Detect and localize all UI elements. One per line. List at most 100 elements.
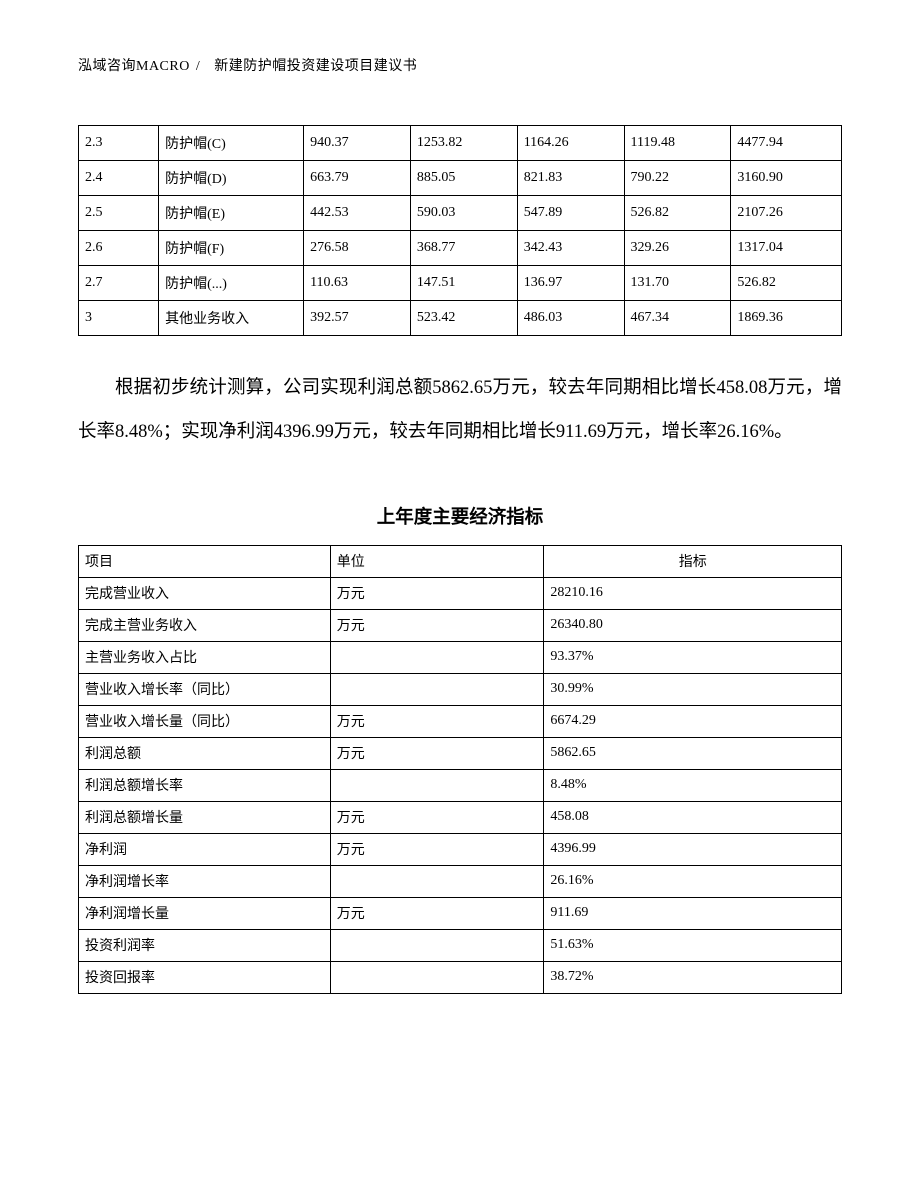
cell (330, 929, 544, 961)
table-row: 2.3 防护帽(C) 940.37 1253.82 1164.26 1119.4… (79, 126, 842, 161)
section-title: 上年度主要经济指标 (78, 503, 842, 529)
cell: 5862.65 (544, 737, 842, 769)
cell: 523.42 (410, 301, 517, 336)
cell: 利润总额增长量 (79, 801, 331, 833)
cell: 投资利润率 (79, 929, 331, 961)
cell: 136.97 (517, 266, 624, 301)
cell: 万元 (330, 609, 544, 641)
cell: 8.48% (544, 769, 842, 801)
cell: 26.16% (544, 865, 842, 897)
header-separator: / (196, 59, 200, 74)
table1-body: 2.3 防护帽(C) 940.37 1253.82 1164.26 1119.4… (79, 126, 842, 336)
header-title: 新建防护帽投资建设项目建议书 (214, 59, 417, 74)
cell: 营业收入增长率（同比） (79, 673, 331, 705)
economic-indicators-table: 项目 单位 指标 完成营业收入 万元 28210.16 完成主营业务收入 万元 … (78, 545, 842, 994)
cell: 663.79 (304, 161, 411, 196)
cell: 主营业务收入占比 (79, 641, 331, 673)
table-row: 利润总额增长量 万元 458.08 (79, 801, 842, 833)
cell: 防护帽(C) (159, 126, 304, 161)
cell (330, 673, 544, 705)
cell: 万元 (330, 897, 544, 929)
cell: 38.72% (544, 961, 842, 993)
cell: 790.22 (624, 161, 731, 196)
cell: 防护帽(...) (159, 266, 304, 301)
table-row: 主营业务收入占比 93.37% (79, 641, 842, 673)
cell (330, 769, 544, 801)
cell: 万元 (330, 801, 544, 833)
col-header-project: 项目 (79, 545, 331, 577)
cell: 投资回报率 (79, 961, 331, 993)
col-header-value: 指标 (544, 545, 842, 577)
cell: 2.4 (79, 161, 159, 196)
cell: 93.37% (544, 641, 842, 673)
cell: 458.08 (544, 801, 842, 833)
table-row: 营业收入增长量（同比） 万元 6674.29 (79, 705, 842, 737)
cell: 467.34 (624, 301, 731, 336)
cell: 1253.82 (410, 126, 517, 161)
cell: 28210.16 (544, 577, 842, 609)
cell: 4477.94 (731, 126, 842, 161)
cell: 526.82 (731, 266, 842, 301)
cell: 940.37 (304, 126, 411, 161)
cell: 1119.48 (624, 126, 731, 161)
cell: 110.63 (304, 266, 411, 301)
cell: 1164.26 (517, 126, 624, 161)
table-row: 投资利润率 51.63% (79, 929, 842, 961)
cell: 442.53 (304, 196, 411, 231)
cell: 526.82 (624, 196, 731, 231)
table-row: 净利润增长率 26.16% (79, 865, 842, 897)
table-row: 利润总额 万元 5862.65 (79, 737, 842, 769)
cell: 368.77 (410, 231, 517, 266)
header-company: 泓域咨询MACRO (78, 59, 190, 74)
table-row: 2.7 防护帽(...) 110.63 147.51 136.97 131.70… (79, 266, 842, 301)
cell: 3 (79, 301, 159, 336)
cell: 6674.29 (544, 705, 842, 737)
table-row: 利润总额增长率 8.48% (79, 769, 842, 801)
table-row: 2.4 防护帽(D) 663.79 885.05 821.83 790.22 3… (79, 161, 842, 196)
cell: 911.69 (544, 897, 842, 929)
cell: 2.6 (79, 231, 159, 266)
cell: 131.70 (624, 266, 731, 301)
cell: 590.03 (410, 196, 517, 231)
cell: 防护帽(E) (159, 196, 304, 231)
cell: 2.3 (79, 126, 159, 161)
cell: 万元 (330, 833, 544, 865)
cell: 486.03 (517, 301, 624, 336)
cell: 547.89 (517, 196, 624, 231)
table-row: 完成营业收入 万元 28210.16 (79, 577, 842, 609)
cell: 净利润增长量 (79, 897, 331, 929)
cell: 342.43 (517, 231, 624, 266)
cell: 26340.80 (544, 609, 842, 641)
cell: 329.26 (624, 231, 731, 266)
table-row: 净利润增长量 万元 911.69 (79, 897, 842, 929)
cell: 4396.99 (544, 833, 842, 865)
cell (330, 865, 544, 897)
cell: 营业收入增长量（同比） (79, 705, 331, 737)
cell: 885.05 (410, 161, 517, 196)
col-header-unit: 单位 (330, 545, 544, 577)
cell: 3160.90 (731, 161, 842, 196)
table-row: 营业收入增长率（同比） 30.99% (79, 673, 842, 705)
cell: 2.5 (79, 196, 159, 231)
page-header: 泓域咨询MACRO / 新建防护帽投资建设项目建议书 (78, 55, 842, 75)
cell: 147.51 (410, 266, 517, 301)
cell: 其他业务收入 (159, 301, 304, 336)
cell: 51.63% (544, 929, 842, 961)
table-row: 2.5 防护帽(E) 442.53 590.03 547.89 526.82 2… (79, 196, 842, 231)
table-row: 2.6 防护帽(F) 276.58 368.77 342.43 329.26 1… (79, 231, 842, 266)
cell: 完成主营业务收入 (79, 609, 331, 641)
cell: 万元 (330, 737, 544, 769)
cell: 利润总额 (79, 737, 331, 769)
cell: 净利润 (79, 833, 331, 865)
table-row: 投资回报率 38.72% (79, 961, 842, 993)
cell: 防护帽(F) (159, 231, 304, 266)
cell: 276.58 (304, 231, 411, 266)
table-row: 完成主营业务收入 万元 26340.80 (79, 609, 842, 641)
cell: 1317.04 (731, 231, 842, 266)
cell: 万元 (330, 577, 544, 609)
table-row: 3 其他业务收入 392.57 523.42 486.03 467.34 186… (79, 301, 842, 336)
cell: 净利润增长率 (79, 865, 331, 897)
table-header-row: 项目 单位 指标 (79, 545, 842, 577)
document-page: 泓域咨询MACRO / 新建防护帽投资建设项目建议书 2.3 防护帽(C) 940… (0, 0, 920, 1054)
cell: 1869.36 (731, 301, 842, 336)
